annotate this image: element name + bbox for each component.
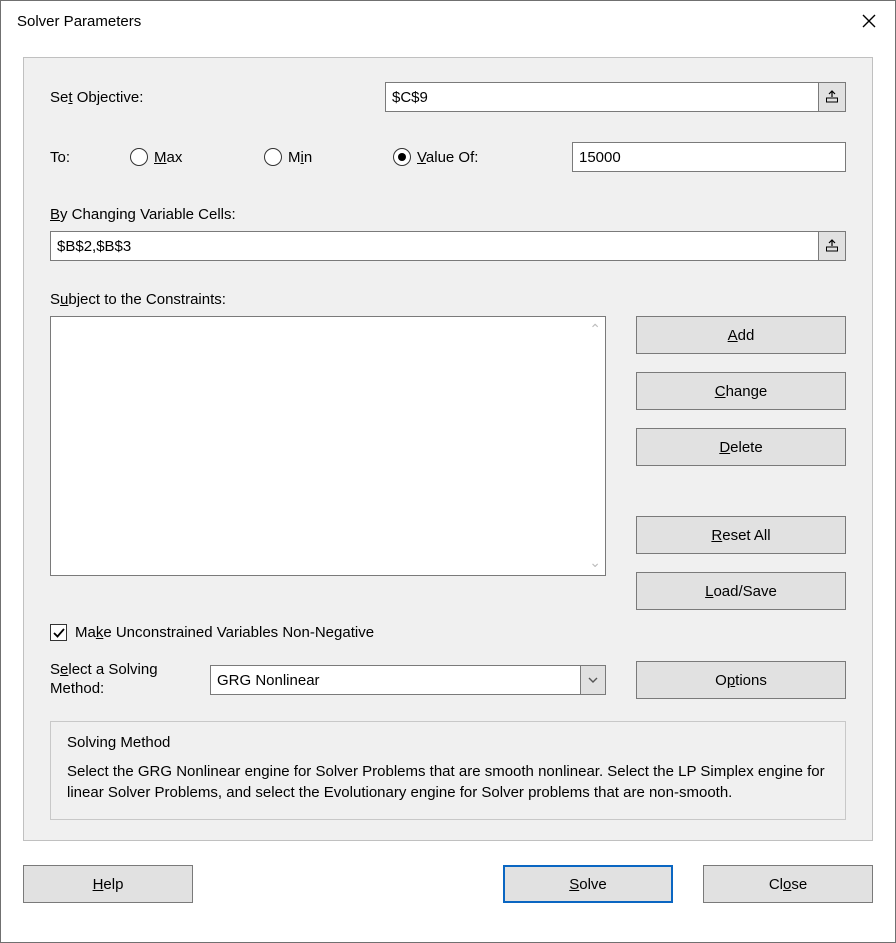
solve-button[interactable]: Solve: [503, 865, 673, 903]
window-title: Solver Parameters: [17, 13, 855, 30]
to-max-radio[interactable]: Max: [130, 148, 260, 166]
main-panel: Set Objective: To: Max Min: [23, 57, 873, 841]
set-objective-label: Set Objective:: [50, 89, 385, 106]
method-select[interactable]: [210, 665, 580, 695]
titlebar: Solver Parameters: [1, 1, 895, 41]
add-button[interactable]: Add: [636, 316, 846, 354]
constraints-label: Subject to the Constraints:: [50, 291, 846, 308]
scroll-up-icon[interactable]: ⌃: [589, 321, 601, 338]
nonneg-checkbox[interactable]: Make Unconstrained Variables Non-Negativ…: [50, 624, 374, 641]
to-max-label: Max: [154, 149, 182, 166]
objective-input[interactable]: [385, 82, 818, 112]
changing-cells-input[interactable]: [50, 231, 818, 261]
info-text: Select the GRG Nonlinear engine for Solv…: [67, 761, 829, 803]
scroll-down-icon[interactable]: ⌄: [589, 554, 601, 571]
load-save-button[interactable]: Load/Save: [636, 572, 846, 610]
value-of-input[interactable]: [572, 142, 846, 172]
info-heading: Solving Method: [67, 734, 829, 751]
delete-button[interactable]: Delete: [636, 428, 846, 466]
to-min-radio[interactable]: Min: [264, 148, 389, 166]
close-button[interactable]: Close: [703, 865, 873, 903]
objective-cell-ref: [385, 82, 846, 112]
changing-cells-label: By Changing Variable Cells:: [50, 206, 846, 223]
options-button[interactable]: Options: [636, 661, 846, 699]
solving-method-info: Solving Method Select the GRG Nonlinear …: [50, 721, 846, 820]
to-valueof-radio[interactable]: Value Of:: [393, 148, 568, 166]
chevron-down-icon[interactable]: [580, 665, 606, 695]
help-button[interactable]: Help: [23, 865, 193, 903]
range-picker-icon[interactable]: [818, 231, 846, 261]
range-picker-icon[interactable]: [818, 82, 846, 112]
to-min-label: Min: [288, 149, 312, 166]
solver-parameters-dialog: Solver Parameters Set Objective: T: [0, 0, 896, 943]
reset-all-button[interactable]: Reset All: [636, 516, 846, 554]
close-icon[interactable]: [855, 14, 883, 28]
constraints-listbox[interactable]: ⌃ ⌄: [50, 316, 606, 576]
change-button[interactable]: Change: [636, 372, 846, 410]
to-label: To:: [50, 149, 130, 166]
nonneg-label: Make Unconstrained Variables Non-Negativ…: [75, 624, 374, 641]
method-label: Select a SolvingMethod:: [50, 661, 210, 699]
to-valueof-label: Value Of:: [417, 149, 478, 166]
